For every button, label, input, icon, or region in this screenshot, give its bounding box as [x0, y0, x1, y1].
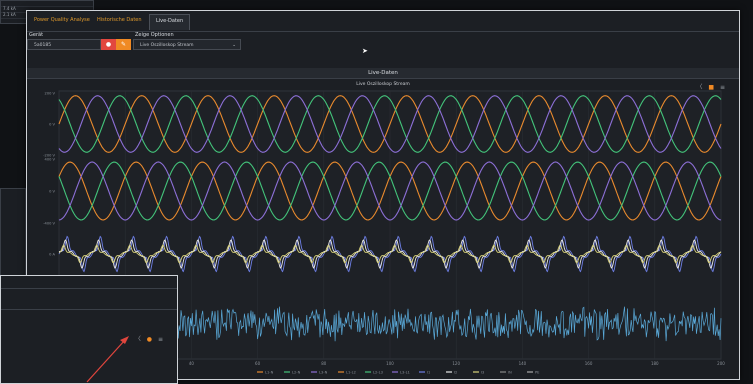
- bg-row-1: 7.4 kA: [3, 6, 16, 11]
- x-tick-label: 160: [585, 361, 593, 366]
- legend-label: PE: [535, 371, 540, 375]
- highlight-icon[interactable]: ●: [146, 336, 153, 343]
- x-tick-label: 100: [386, 361, 394, 366]
- current-line-0: [58, 235, 722, 273]
- device-select[interactable]: 5a0185: [27, 39, 101, 50]
- view-options-label: Zeige Optionen: [135, 32, 174, 38]
- y-tick-label: 0 A: [49, 253, 55, 257]
- y-tick-label: 0 V: [49, 123, 55, 127]
- annotation-arrow: [86, 336, 129, 383]
- x-tick-label: 40: [189, 361, 195, 366]
- background-window-left: [0, 188, 26, 280]
- series-line-voltage-2-2: [58, 161, 722, 221]
- bg-row-2: 2.1 kA: [3, 12, 16, 17]
- pencil-icon: ✎: [120, 41, 127, 48]
- mouse-cursor-icon: ➤: [362, 47, 368, 55]
- chart-title: Live Oszilloskop Stream: [356, 82, 410, 87]
- view-options-select[interactable]: Live Oszilloskop Stream ⌄: [133, 39, 241, 50]
- share-icon[interactable]: 〈: [696, 84, 703, 91]
- chevron-down-icon: ⌄: [232, 43, 236, 48]
- legend-label: L2-N: [292, 371, 301, 375]
- tab-live-data[interactable]: Live-Daten: [149, 14, 191, 30]
- current-line-1: [58, 239, 722, 269]
- legend-label: L1-L2: [346, 371, 356, 375]
- menu-icon[interactable]: ≡: [719, 84, 725, 91]
- panel-title: Live-Daten: [27, 68, 739, 79]
- tab-historical-data[interactable]: Historische Daten: [97, 17, 142, 23]
- y-tick-label: -400 V: [43, 222, 55, 226]
- x-tick-label: 140: [519, 361, 527, 366]
- legend-label: L2-L3: [373, 371, 383, 375]
- y-tick-label: 0 V: [49, 190, 55, 194]
- highlight-icon[interactable]: ■: [708, 84, 715, 91]
- legend-label: IN: [508, 371, 512, 375]
- legend-label: I2: [454, 371, 457, 375]
- x-tick-label: 200: [717, 361, 725, 366]
- chart-popup-window: 〈 ● ≡: [0, 275, 178, 384]
- y-tick-label: 400 V: [45, 158, 56, 162]
- legend-label: I3: [481, 371, 484, 375]
- legend-label: L3-L1: [400, 371, 410, 375]
- stop-icon: ●: [105, 41, 112, 48]
- series-line-voltage-1-0: [58, 95, 722, 153]
- tab-bar: Power Quality Analyse Historische Daten …: [27, 11, 739, 32]
- series-line-voltage-1-2: [58, 95, 722, 153]
- share-icon[interactable]: 〈: [134, 336, 141, 343]
- x-tick-label: 60: [255, 361, 261, 366]
- tab-power-quality[interactable]: Power Quality Analyse: [34, 17, 90, 23]
- legend-label: L3-N: [319, 371, 328, 375]
- legend-label: L1-N: [265, 371, 274, 375]
- live-data-window: Power Quality Analyse Historische Daten …: [26, 10, 740, 380]
- device-label: Gerät: [29, 32, 44, 38]
- x-tick-label: 80: [321, 361, 327, 366]
- popup-toolbar: 〈 ● ≡: [135, 334, 163, 343]
- legend-label: I1: [427, 371, 430, 375]
- current-line-2: [58, 244, 722, 264]
- view-options-value: Live Oszilloskop Stream: [140, 43, 194, 48]
- edit-button[interactable]: ✎: [116, 39, 131, 50]
- series-line-voltage-1-1: [58, 95, 722, 153]
- stop-button[interactable]: ●: [101, 39, 116, 50]
- x-tick-label: 180: [651, 361, 659, 366]
- menu-icon[interactable]: ≡: [157, 336, 163, 343]
- x-tick-label: 120: [452, 361, 460, 366]
- chart-toolbar: 〈 ■ ≡: [696, 82, 725, 91]
- y-tick-label: 200 V: [45, 92, 56, 96]
- y-tick-label: -200 V: [43, 154, 55, 158]
